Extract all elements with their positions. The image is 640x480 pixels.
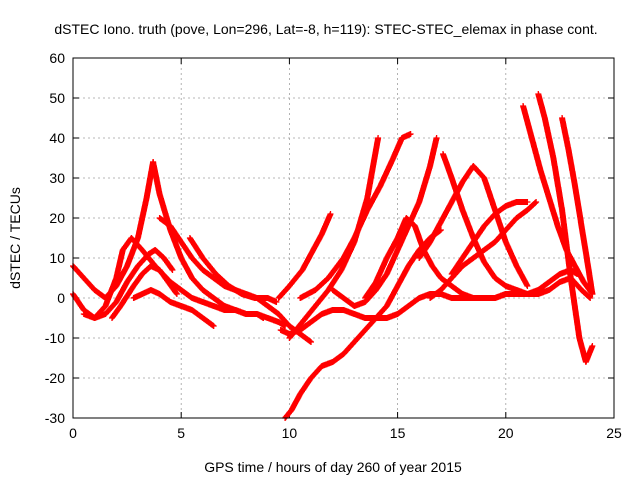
y-tick-label: -20: [45, 370, 65, 386]
y-tick-label: 20: [49, 210, 65, 226]
data-series-12: [297, 131, 414, 301]
data-series-13: [275, 211, 334, 301]
grid-lines: [73, 58, 614, 418]
data-series-21: [535, 91, 596, 365]
data-series-6: [130, 287, 217, 329]
y-tick-label: 10: [49, 250, 65, 266]
data-points: [427, 199, 540, 301]
y-tick-label: -10: [45, 330, 65, 346]
data-points: [520, 103, 596, 297]
x-tick-labels: 0 5 10 15 20 25: [69, 425, 622, 441]
data-series-22: [559, 115, 596, 297]
data-points: [362, 215, 509, 301]
tick-marks: [72, 57, 615, 419]
chart-title: dSTEC Iono. truth (pove, Lon=296, Lat=-8…: [54, 21, 597, 37]
y-tick-label: 0: [57, 290, 65, 306]
x-tick-label: 0: [69, 425, 77, 441]
data-points: [535, 91, 596, 365]
y-tick-label: 40: [49, 130, 65, 146]
data-points: [329, 135, 440, 309]
data-series-9: [277, 267, 581, 337]
data-series-14: [329, 135, 440, 309]
y-axis-label: dSTEC / TECUs: [7, 187, 23, 289]
data-points: [277, 267, 581, 337]
data-series-5: [109, 263, 180, 321]
x-tick-label: 25: [606, 425, 622, 441]
plot-frame: [72, 57, 615, 419]
data-series-19: [448, 199, 531, 277]
x-tick-label: 15: [390, 425, 406, 441]
y-tick-labels: -30 -20 -10 0 10 20 30 40 50 60: [45, 50, 65, 426]
y-tick-label: 50: [49, 90, 65, 106]
data-points: [130, 287, 217, 329]
x-tick-label: 20: [498, 425, 514, 441]
data-series-20: [520, 103, 596, 297]
data-points: [275, 211, 334, 301]
data-points: [186, 235, 280, 305]
y-tick-label: 30: [49, 170, 65, 186]
data-points: [448, 199, 531, 277]
data-series-8: [186, 235, 280, 305]
data-points: [297, 131, 414, 301]
data-points: [109, 263, 180, 321]
y-tick-label: 60: [49, 50, 65, 66]
x-axis-label: GPS time / hours of day 260 of year 2015: [204, 459, 462, 475]
data-series-18: [427, 199, 540, 301]
x-tick-label: 5: [177, 425, 185, 441]
y-tick-label: -30: [45, 410, 65, 426]
data-points: [156, 215, 314, 345]
data-series-15: [362, 215, 509, 301]
data-series-7: [156, 215, 314, 345]
x-tick-label: 10: [282, 425, 298, 441]
plot-area: [70, 91, 596, 421]
data-points: [559, 115, 596, 297]
